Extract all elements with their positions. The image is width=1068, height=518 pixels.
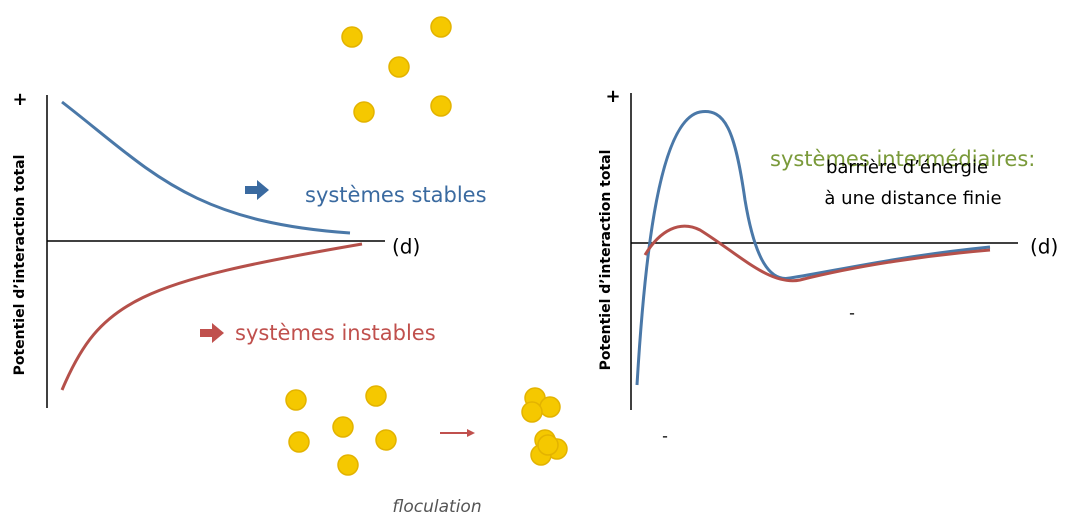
y-label: Potentiel d’interaction total — [598, 150, 614, 371]
stable-label: systèmes stables — [305, 183, 487, 207]
arrow — [200, 323, 224, 343]
unstable-label: systèmes instables — [235, 321, 436, 345]
plus-sign: + — [12, 89, 27, 110]
minus-sign: - — [849, 304, 855, 323]
particles — [286, 17, 567, 475]
text-line: barrière d’énergie — [826, 157, 988, 178]
unstable-curve — [62, 244, 362, 390]
x-label: (d) — [1030, 235, 1058, 259]
caption: floculation — [392, 497, 481, 517]
floc-arrowhead — [467, 429, 475, 437]
plus-sign: + — [605, 86, 620, 107]
diagram: + Potentiel d’interaction total (d) syst… — [0, 0, 1068, 518]
x-label: (d) — [392, 235, 420, 259]
left-panel: + Potentiel d’interaction total (d) syst… — [12, 17, 567, 517]
arrow — [245, 180, 269, 200]
text-line: à une distance finie — [824, 188, 1001, 209]
right-panel: + Potentiel d’interaction total (d) syst… — [598, 86, 1058, 446]
stable-curve — [62, 102, 350, 233]
minus-sign: - — [662, 427, 668, 446]
y-label: Potentiel d’interaction total — [12, 155, 28, 376]
